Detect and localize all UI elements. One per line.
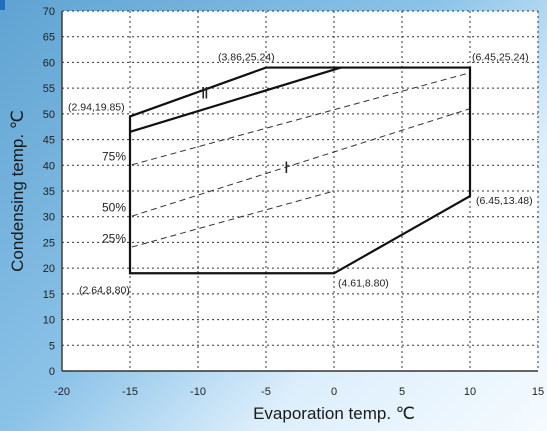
point-label: (2.94,19.85) [68,101,125,113]
y-tick-labels: 0 5 10 15 20 25 30 35 40 45 50 55 60 65 70 [43,6,55,378]
y-tick-label: 70 [43,6,55,18]
y-tick-label: 25 [43,237,55,249]
capacity-line [131,108,471,217]
point-label: (3.86,25.24) [218,52,275,64]
point-label: (2.64,8.80) [79,284,130,296]
capacity-line [131,72,471,166]
capacity-label: 25% [102,232,126,246]
y-tick-label: 50 [43,109,55,121]
y-tick-label: 60 [43,57,55,69]
point-label: (6.45,13.48) [476,195,533,207]
grid [61,10,539,372]
region-divider-line [129,66,342,133]
x-tick-label: -20 [54,386,70,398]
y-tick-label: 5 [49,340,55,352]
point-label: (4.61,8.80) [338,277,389,289]
y-tick-label: 40 [43,160,55,172]
y-tick-label: 0 [49,366,55,378]
x-tick-label: 15 [532,386,544,398]
capacity-label: 50% [102,201,126,215]
y-tick-label: 45 [43,135,55,147]
x-axis-title: Evaporation temp. ℃ [253,404,415,423]
capacity-lines: 75% 50% 25% [102,72,471,248]
region-label: Ⅰ [284,160,289,177]
y-tick-label: 20 [43,263,55,275]
y-tick-label: 15 [43,289,55,301]
y-tick-label: 10 [43,315,55,327]
envelope-outline [128,66,472,275]
x-tick-label: 0 [331,386,337,398]
capacity-line [131,190,335,248]
x-tick-labels: -20 -15 -10 -5 0 5 10 15 [54,386,544,398]
x-tick-label: -10 [190,386,206,398]
x-tick-label: -5 [261,386,271,398]
y-tick-label: 35 [43,186,55,198]
x-tick-label: 10 [464,386,476,398]
point-label: (6.45,25.24) [472,52,529,64]
operating-envelope [128,66,472,275]
y-tick-label: 55 [43,83,55,95]
x-tick-label: 5 [399,386,405,398]
capacity-label: 75% [102,149,126,163]
y-tick-label: 65 [43,32,55,44]
region-label: Ⅱ [201,85,209,102]
point-labels: (3.86,25.24) (6.45,25.24) (2.94,19.85) (6.4… [68,52,533,297]
y-axis-title: Condensing temp. ℃ [8,110,27,272]
y-tick-label: 30 [43,212,55,224]
x-tick-label: -15 [122,386,138,398]
corner-accent [0,0,5,10]
